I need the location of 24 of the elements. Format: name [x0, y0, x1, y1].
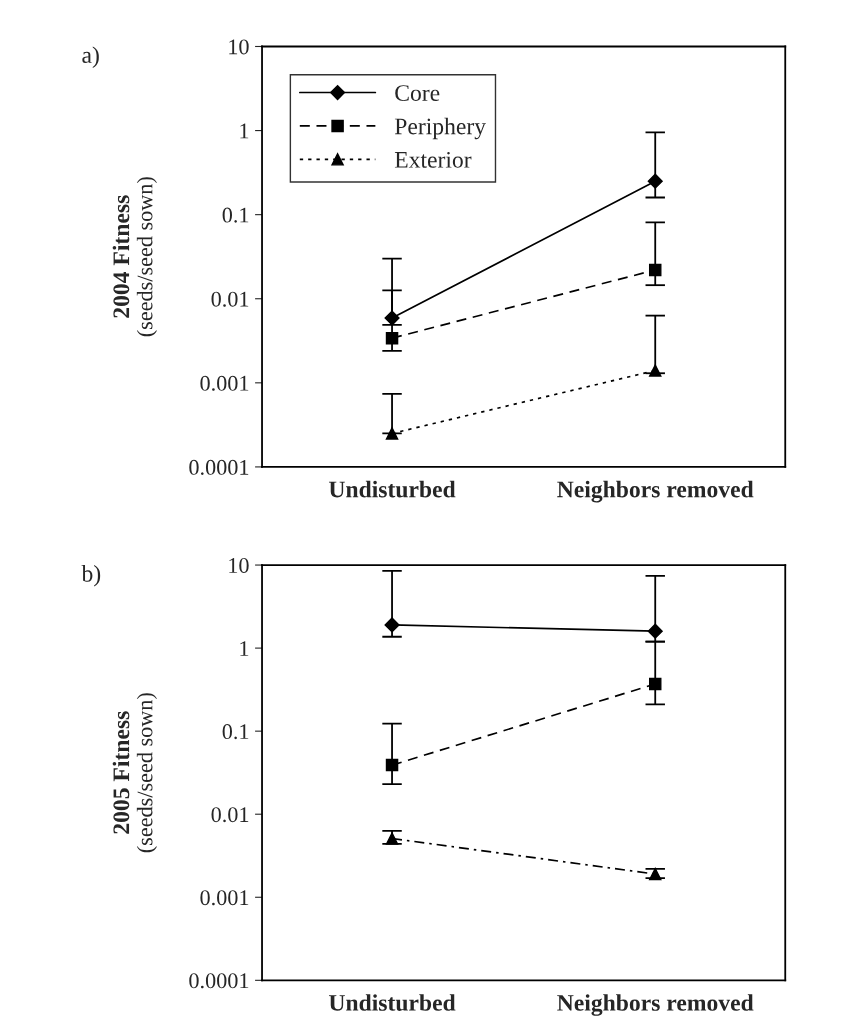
point: [385, 427, 399, 440]
y-axis-title: 2005 Fitness (seeds/seed sown): [112, 693, 157, 853]
x-tick-label: Neighbors removed: [557, 480, 754, 503]
y-tick-label: 10: [229, 557, 249, 573]
y-axis-title: 2004 Fitness (seeds/seed sown): [112, 177, 157, 337]
y-tick-label: 1: [240, 641, 249, 656]
text: a): [82, 46, 99, 68]
y-tick-label: 1: [240, 123, 249, 139]
y-tick-label: 0.0001: [189, 459, 249, 475]
y-tick-label: 0.1: [222, 724, 249, 740]
y-tick-label: 0.1: [222, 207, 249, 223]
y-tick-label: 0.001: [200, 890, 249, 906]
legend-label: Core: [395, 85, 440, 102]
legend-label: Exterior: [394, 151, 472, 168]
y-tick-label: 0.0001: [189, 973, 249, 989]
x-tick-label: Undisturbed: [329, 994, 456, 1011]
text: b): [81, 565, 101, 587]
y-tick-label: 0.001: [200, 375, 249, 391]
x-tick-label: Undisturbed: [329, 480, 456, 498]
y-tick-label: 0.01: [211, 291, 249, 307]
x-tick-label: Neighbors removed: [557, 994, 754, 1016]
y-tick-label: 0.01: [211, 807, 249, 823]
legend-label: Periphery: [394, 117, 486, 140]
y-tick-label: 10: [229, 39, 249, 55]
